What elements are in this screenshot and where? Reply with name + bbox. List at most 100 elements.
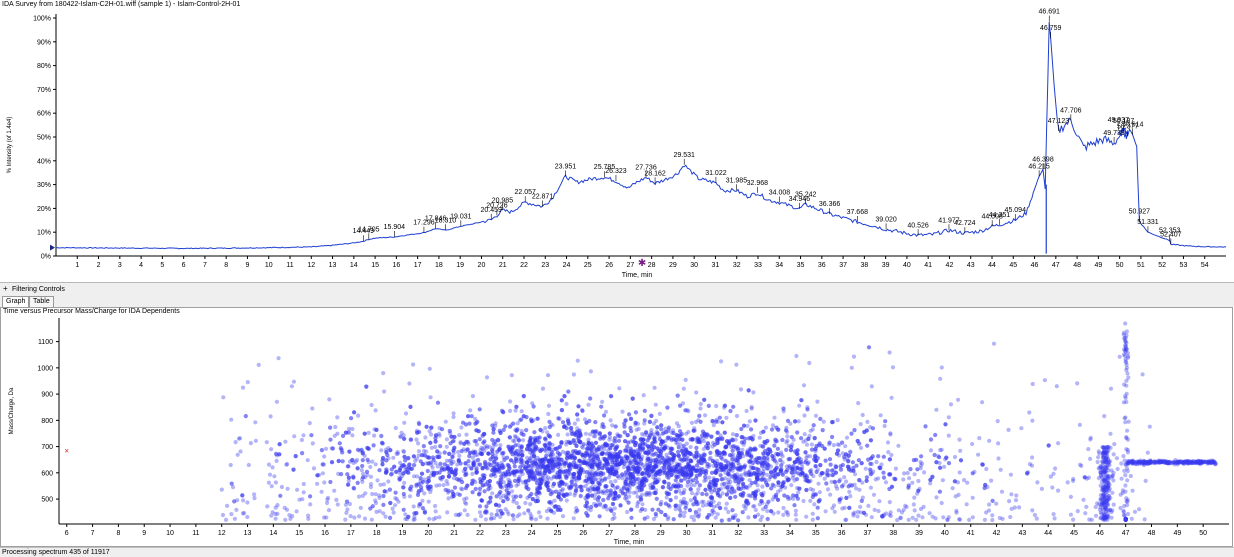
scatter-point bbox=[564, 402, 568, 406]
scatter-point bbox=[694, 476, 698, 480]
scatter-point bbox=[839, 464, 843, 468]
scatter-point bbox=[761, 451, 765, 455]
x-tick-label: 13 bbox=[244, 530, 252, 537]
scatter-point bbox=[275, 459, 279, 463]
scatter-point bbox=[360, 468, 364, 472]
tab-graph[interactable]: Graph bbox=[2, 296, 29, 307]
scatter-point bbox=[438, 444, 442, 448]
scatter-point bbox=[703, 413, 707, 417]
scatter-point bbox=[530, 461, 534, 465]
scatter-point bbox=[816, 516, 820, 520]
scatter-point bbox=[821, 428, 825, 432]
scatter-point bbox=[308, 494, 312, 498]
x-tick-label: 43 bbox=[967, 262, 975, 269]
scatter-point bbox=[517, 505, 521, 509]
scatter-point bbox=[617, 439, 621, 443]
scatter-point bbox=[824, 481, 828, 485]
scatter-point bbox=[635, 504, 639, 508]
scatter-point bbox=[602, 425, 606, 429]
scatter-point bbox=[849, 432, 853, 436]
scatter-point bbox=[740, 448, 744, 452]
scatter-point bbox=[943, 422, 947, 426]
scatter-point bbox=[447, 452, 451, 456]
scatter-point bbox=[729, 467, 733, 471]
scatter-point bbox=[923, 424, 927, 428]
scatter-point bbox=[696, 491, 700, 495]
scatter-point bbox=[938, 490, 942, 494]
scatter-point bbox=[457, 458, 461, 462]
x-tick-label: 11 bbox=[286, 262, 293, 269]
tab-table[interactable]: Table bbox=[29, 296, 54, 307]
scatter-point bbox=[749, 427, 753, 431]
x-tick-label: 33 bbox=[760, 530, 768, 537]
scatter-point bbox=[728, 453, 732, 457]
scatter-point bbox=[816, 506, 820, 510]
scatter-point bbox=[392, 465, 396, 469]
scatter-point bbox=[349, 416, 353, 420]
scatter-point bbox=[629, 508, 633, 512]
x-tick-label: 31 bbox=[709, 530, 717, 537]
scatter-point bbox=[609, 491, 613, 495]
x-tick-label: 18 bbox=[435, 262, 443, 269]
x-tick-label: 13 bbox=[329, 262, 337, 269]
scatter-point bbox=[490, 491, 494, 495]
scatter-point bbox=[789, 483, 793, 487]
scatter-point bbox=[560, 398, 564, 402]
scatter-point bbox=[414, 438, 418, 442]
scatter-point bbox=[543, 426, 547, 430]
scatter-point bbox=[769, 475, 773, 479]
scatter-point bbox=[561, 420, 565, 424]
scatter-point bbox=[654, 419, 658, 423]
scatter-point bbox=[511, 513, 515, 517]
scatter-point bbox=[912, 458, 916, 462]
scatter-point bbox=[754, 467, 758, 471]
filter-controls-label[interactable]: Filtering Controls bbox=[12, 284, 65, 295]
scatter-point bbox=[431, 455, 435, 459]
scatter-point bbox=[471, 490, 475, 494]
scatter-point bbox=[724, 416, 728, 420]
expand-plus-icon[interactable]: + bbox=[3, 284, 8, 294]
scatter-point bbox=[828, 493, 832, 497]
dependents-frame: Time versus Precursor Mass/Charge for ID… bbox=[0, 307, 1233, 547]
scatter-point bbox=[338, 441, 342, 445]
scatter-point bbox=[478, 437, 482, 441]
scatter-point bbox=[402, 508, 406, 512]
scatter-point bbox=[360, 464, 364, 468]
peak-label: 28.162 bbox=[644, 170, 666, 177]
scatter-point bbox=[608, 435, 612, 439]
scatter-point bbox=[991, 499, 995, 503]
scatter-point bbox=[445, 445, 449, 449]
scatter-point bbox=[526, 508, 530, 512]
scatter-point bbox=[336, 502, 340, 506]
peak-label: 31.985 bbox=[726, 177, 748, 184]
x-tick-label: 7 bbox=[203, 262, 207, 269]
scatter-point bbox=[661, 431, 665, 435]
scatter-point bbox=[570, 432, 574, 436]
x-tick-label: 29 bbox=[669, 262, 677, 269]
x-tick-label: 47 bbox=[1122, 530, 1130, 537]
scatter-point bbox=[546, 373, 550, 377]
scatter-point bbox=[507, 491, 511, 495]
x-tick-label: 36 bbox=[838, 530, 846, 537]
peak-label: 15.904 bbox=[384, 224, 406, 231]
scatter-point bbox=[731, 449, 735, 453]
scatter-point bbox=[615, 485, 619, 489]
scatter-point bbox=[598, 514, 602, 518]
y-tick-label: 0% bbox=[41, 254, 51, 261]
cursor-marker-icon: ✱ bbox=[638, 258, 646, 269]
scatter-point bbox=[514, 484, 518, 488]
scatter-point bbox=[739, 427, 743, 431]
peak-label: 29.531 bbox=[673, 152, 695, 159]
scatter-point bbox=[373, 498, 377, 502]
scatter-point bbox=[532, 404, 536, 408]
scatter-point bbox=[569, 426, 573, 430]
peak-label: 36.366 bbox=[819, 201, 841, 208]
scatter-point bbox=[861, 413, 865, 417]
scatter-point bbox=[781, 473, 785, 477]
scatter-point bbox=[478, 510, 482, 514]
scatter-point bbox=[322, 454, 326, 458]
scatter-point bbox=[352, 486, 356, 490]
